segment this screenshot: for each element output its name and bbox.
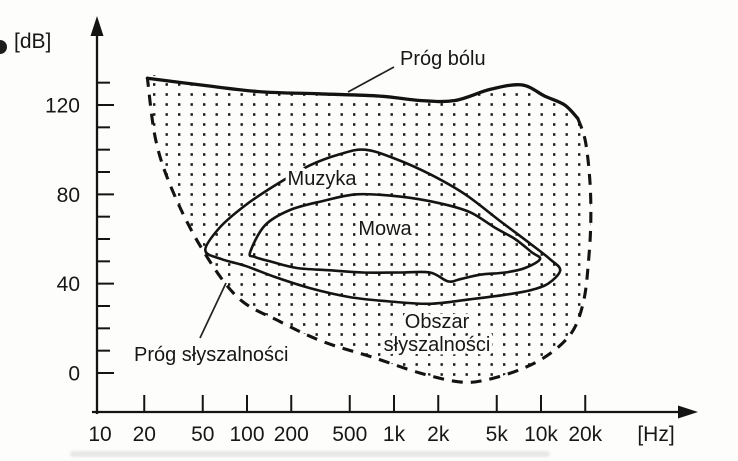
music-region-label: Muzyka <box>288 168 358 190</box>
hearing-diagram: 10 20 50 100 200 500 1k 2k 5k 10k 20k 0 40 80 120 [dB… <box>0 0 738 461</box>
y-tick-label-40: 40 <box>57 273 80 296</box>
y-tick-label-80: 80 <box>57 184 80 207</box>
hearing-area-label-line2: słyszalności <box>384 334 491 356</box>
x-tick-label-2k: 2k <box>427 423 450 446</box>
scan-smudge <box>70 451 550 457</box>
y-axis-arrow-icon <box>91 16 104 36</box>
hearing-area-label-line1: Obszar <box>405 311 470 333</box>
hearing-threshold-leader-line <box>200 283 226 338</box>
x-tick-label-50: 50 <box>191 423 214 446</box>
hearing-threshold-label: Próg słyszalności <box>134 344 289 366</box>
x-tick-label-10: 10 <box>88 423 111 446</box>
x-tick-label-500: 500 <box>332 423 367 446</box>
x-axis-ticks: 10 20 50 100 200 500 1k 2k 5k 10k 20k <box>88 395 602 446</box>
pain-threshold-leader-line <box>348 67 394 92</box>
x-tick-label-20k: 20k <box>568 423 602 446</box>
x-axis-unit-label: [Hz] <box>637 423 674 446</box>
x-tick-label-10k: 10k <box>524 423 558 446</box>
y-tick-label-0: 0 <box>68 363 80 386</box>
y-axis-ticks: 0 40 80 120 <box>45 83 114 386</box>
x-tick-label-200: 200 <box>274 423 309 446</box>
hearing-diagram-canvas: 10 20 50 100 200 500 1k 2k 5k 10k 20k 0 40 80 120 [dB… <box>0 0 738 461</box>
x-tick-label-1k: 1k <box>383 423 406 446</box>
x-axis-arrow-icon <box>678 406 698 419</box>
y-axis-unit-label: [dB] <box>14 30 51 53</box>
y-tick-label-120: 120 <box>45 95 80 118</box>
x-tick-label-100: 100 <box>229 423 264 446</box>
x-tick-label-5k: 5k <box>486 423 509 446</box>
x-tick-label-20: 20 <box>133 423 156 446</box>
pain-threshold-label: Próg bólu <box>400 48 486 70</box>
speech-region-label: Mowa <box>358 218 412 240</box>
